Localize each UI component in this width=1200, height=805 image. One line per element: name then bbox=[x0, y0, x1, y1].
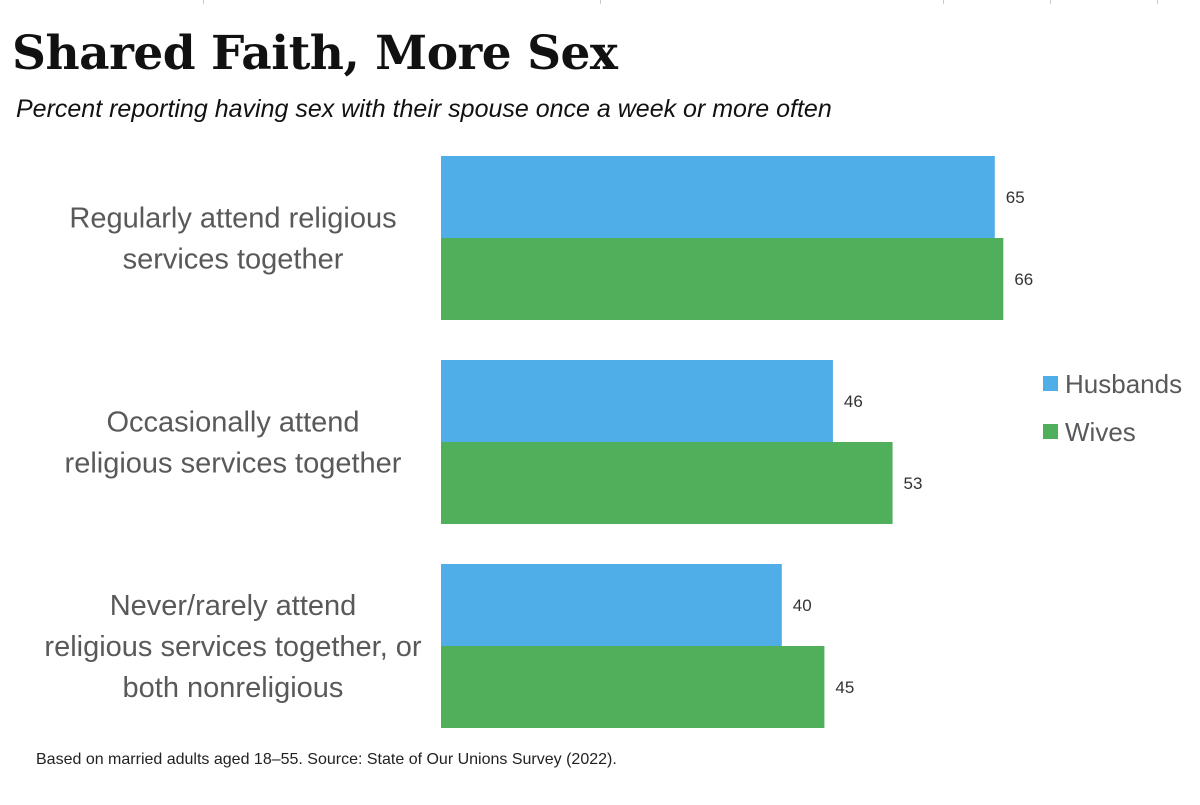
top-rule bbox=[0, 0, 1200, 4]
category-label-2-line-2: religious services together bbox=[65, 448, 402, 480]
category-label-1-line-1: Regularly attend religious bbox=[69, 203, 396, 235]
chart-title: Shared Faith, More Sex bbox=[12, 26, 618, 81]
legend-label-wives: Wives bbox=[1065, 417, 1136, 447]
bar-husbands-1 bbox=[441, 156, 995, 238]
data-label-husbands-1: 65 bbox=[1006, 188, 1025, 207]
category-label-3-line-3: both nonreligious bbox=[123, 672, 344, 704]
bar-husbands-3 bbox=[441, 564, 782, 646]
category-label-3-line-1: Never/rarely attend bbox=[110, 590, 357, 622]
legend-swatch-husbands bbox=[1043, 376, 1058, 391]
data-label-wives-3: 45 bbox=[835, 678, 854, 697]
data-label-wives-2: 53 bbox=[904, 474, 923, 493]
bar-wives-1 bbox=[441, 238, 1004, 320]
data-label-husbands-2: 46 bbox=[844, 392, 863, 411]
category-label-3-line-2: religious services together, or bbox=[44, 631, 422, 663]
legend-swatch-wives bbox=[1043, 424, 1058, 439]
chart-subtitle: Percent reporting having sex with their … bbox=[16, 95, 832, 123]
category-label-2-line-1: Occasionally attend bbox=[106, 407, 359, 439]
source-footnote: Based on married adults aged 18–55. Sour… bbox=[36, 751, 617, 768]
data-label-husbands-3: 40 bbox=[793, 596, 812, 615]
bar-wives-2 bbox=[441, 442, 893, 524]
data-label-wives-1: 66 bbox=[1014, 270, 1033, 289]
bar-wives-3 bbox=[441, 646, 825, 728]
category-label-1-line-2: services together bbox=[123, 244, 344, 276]
legend-label-husbands: Husbands bbox=[1065, 369, 1182, 399]
bar-husbands-2 bbox=[441, 360, 833, 442]
